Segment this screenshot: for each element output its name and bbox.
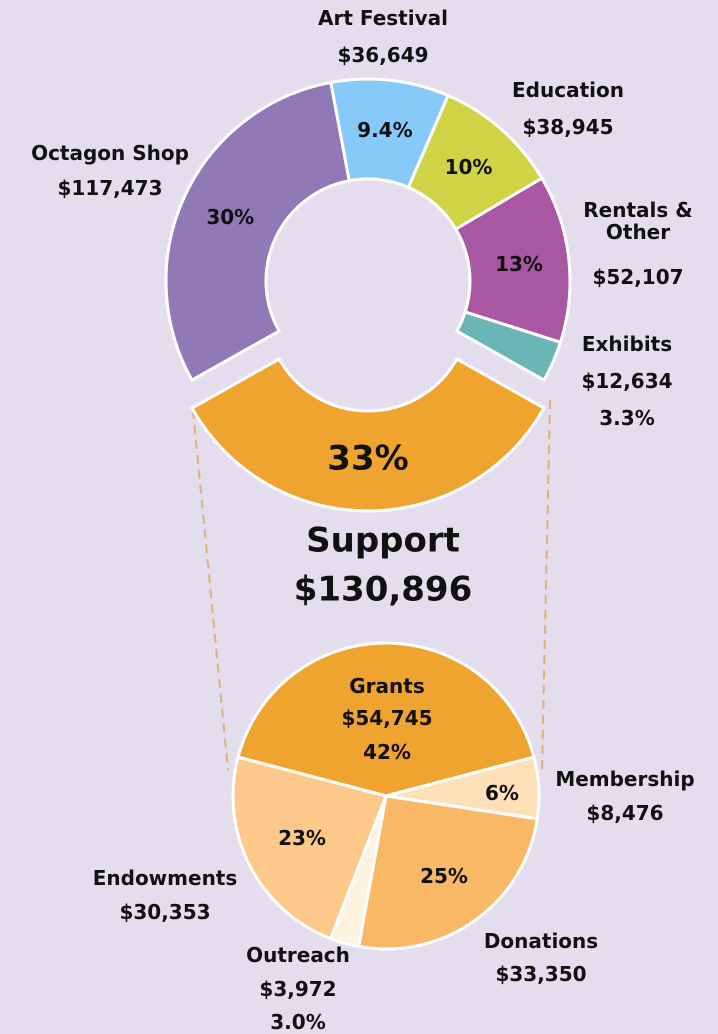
percent-label: 33% [327, 438, 409, 479]
value-label: $12,634 [581, 369, 673, 393]
percent-label: 3.3% [599, 406, 655, 430]
category-label: Outreach [246, 943, 350, 967]
donut-slice [189, 357, 547, 513]
value-label: $33,350 [495, 962, 587, 986]
percent-label: 30% [206, 204, 255, 229]
percent-label: 23% [278, 826, 326, 850]
pie-slice [356, 794, 539, 951]
category-label: Education [512, 78, 624, 102]
donut-slice [454, 310, 563, 383]
category-label: Rentals & Other [583, 198, 693, 244]
percent-label: 6% [485, 781, 519, 805]
category-label: Grants [349, 674, 425, 698]
category-label: Octagon Shop [31, 141, 189, 165]
category-label: Exhibits [581, 332, 673, 356]
value-label: $130,896 [293, 569, 473, 610]
percent-label: 3.0% [270, 1010, 326, 1034]
category-label: Art Festival [318, 6, 448, 30]
percent-label: 42% [363, 740, 411, 764]
connector-line [192, 409, 229, 771]
category-label: Donations [483, 929, 599, 953]
category-label: Membership [555, 767, 695, 791]
connectors [192, 399, 551, 771]
value-label: $117,473 [57, 176, 163, 200]
value-label: $54,745 [341, 706, 433, 730]
percent-label: 10% [444, 154, 493, 179]
value-label: $30,353 [119, 900, 211, 924]
value-label: $52,107 [592, 265, 684, 289]
percent-label: 25% [420, 864, 468, 888]
percent-label: 9.4% [357, 117, 413, 142]
pie-slice [231, 755, 389, 941]
category-label: Support [306, 520, 460, 561]
donut-slice [164, 80, 352, 383]
category-label: Endowments [92, 866, 238, 890]
pie-slice [236, 641, 536, 798]
value-label: $8,476 [586, 801, 664, 825]
value-label: $38,945 [522, 115, 614, 139]
value-label: $3,972 [259, 977, 337, 1001]
connector-line [541, 399, 551, 771]
percent-label: 13% [495, 251, 543, 276]
value-label: $36,649 [337, 43, 429, 67]
